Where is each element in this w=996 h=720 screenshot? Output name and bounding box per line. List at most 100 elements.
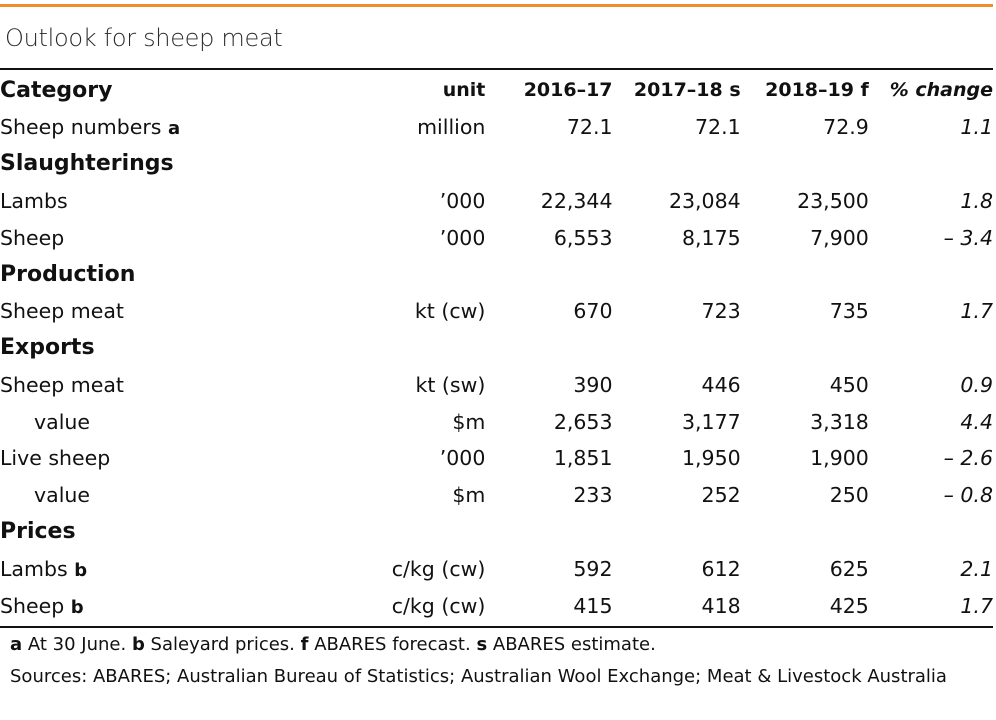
value-2017-18: 418: [701, 593, 741, 618]
outlook-table: Category unit 2016–17 2017–18 s 2018–19 …: [0, 72, 993, 624]
footnote-text: At 30 June.: [22, 634, 132, 655]
value-2016-17: 1,851: [553, 446, 613, 471]
table-row: Sheep numbers a million 72.1 72.1 72.9 1.1: [0, 109, 993, 146]
row-label-text: value: [34, 409, 90, 434]
row-label: Lambs: [0, 182, 363, 219]
unit-cell: $m: [452, 409, 486, 434]
value-2017-18: 612: [701, 556, 741, 581]
value-2017-18: [613, 146, 741, 183]
row-label: Live sheep: [0, 440, 363, 477]
footnote-key: b: [131, 634, 145, 655]
table-row: Live sheep ’000 1,851 1,950 1,900 – 2.6: [0, 440, 993, 477]
accent-bar: [0, 4, 993, 7]
section-label: Exports: [0, 330, 363, 367]
value-2018-19: [741, 514, 869, 551]
value-2016-17: 415: [573, 593, 613, 618]
value-2017-18: 23,084: [668, 188, 741, 213]
percent-change-cell: 4.4: [960, 409, 993, 434]
section-label: Prices: [0, 514, 363, 551]
value-2016-17: [485, 256, 612, 293]
percent-change-cell: [869, 330, 993, 367]
value-2016-17: 390: [573, 372, 613, 397]
unit-cell: ’000: [439, 188, 486, 213]
row-label: Sheep meat: [0, 293, 363, 330]
section-row: Prices: [0, 514, 993, 551]
header-2016-17: 2016–17: [523, 79, 613, 102]
value-2018-19: 450: [829, 372, 869, 397]
value-2017-18: 723: [701, 299, 741, 324]
row-label-text: Lambs: [0, 556, 68, 581]
row-label-text: Sheep: [0, 225, 65, 250]
unit-cell: [363, 330, 485, 367]
section-row: Exports: [0, 330, 993, 367]
row-label: Sheep b: [0, 587, 363, 624]
value-2016-17: 233: [573, 483, 613, 508]
footnote-marker: a: [167, 118, 181, 140]
section-label: Production: [0, 256, 363, 293]
row-label-text: Live sheep: [0, 446, 111, 471]
row-label: value: [0, 403, 363, 440]
value-2018-19: 425: [829, 593, 869, 618]
unit-cell: [363, 146, 485, 183]
value-2016-17: 6,553: [553, 225, 613, 250]
unit-cell: kt (sw): [415, 372, 486, 397]
unit-cell: ’000: [439, 446, 486, 471]
unit-cell: kt (cw): [414, 299, 486, 324]
value-2018-19: 250: [829, 483, 869, 508]
footnote-key: f: [300, 634, 309, 655]
row-label: Sheep meat: [0, 366, 363, 403]
row-label: value: [0, 477, 363, 514]
table-row: Lambs b c/kg (cw) 592 612 625 2.1: [0, 550, 993, 587]
bottom-rule: [0, 626, 993, 628]
table-row: value $m 2,653 3,177 3,318 4.4: [0, 403, 993, 440]
value-2016-17: [485, 514, 612, 551]
percent-change-cell: – 2.6: [943, 446, 993, 471]
table-row: Sheep meat kt (cw) 670 723 735 1.7: [0, 293, 993, 330]
unit-cell: $m: [452, 483, 486, 508]
footnote-marker: b: [70, 596, 84, 618]
unit-cell: c/kg (cw): [391, 593, 486, 618]
value-2018-19: 735: [829, 299, 869, 324]
table-row: Sheep ’000 6,553 8,175 7,900 – 3.4: [0, 219, 993, 256]
header-percent-change: % change: [889, 79, 993, 102]
unit-cell: ’000: [439, 225, 486, 250]
value-2016-17: 22,344: [540, 188, 613, 213]
table-body: Sheep numbers a million 72.1 72.1 72.9 1.1 Sla…: [0, 109, 993, 624]
value-2018-19: [741, 146, 869, 183]
table-row: value $m 233 252 250 – 0.8: [0, 477, 993, 514]
row-label-text: Sheep meat: [0, 372, 124, 397]
sources-note: Sources: ABARES; Australian Bureau of St…: [10, 666, 947, 687]
percent-change-cell: 1.1: [960, 115, 993, 140]
header-unit: unit: [442, 79, 486, 102]
unit-cell: [363, 256, 485, 293]
footnote-text: Saleyard prices.: [144, 634, 301, 655]
value-2017-18: [613, 514, 741, 551]
value-2017-18: [613, 330, 741, 367]
table-row: Lambs ’000 22,344 23,084 23,500 1.8: [0, 182, 993, 219]
section-row: Production: [0, 256, 993, 293]
row-label-text: Sheep meat: [0, 299, 124, 324]
percent-change-cell: – 3.4: [943, 225, 993, 250]
percent-change-cell: [869, 514, 993, 551]
value-2016-17: 670: [573, 299, 613, 324]
unit-cell: million: [417, 115, 486, 140]
percent-change-cell: 2.1: [960, 556, 993, 581]
row-label: Sheep numbers a: [0, 109, 363, 146]
footnote-text: ABARES estimate.: [487, 634, 656, 655]
table-row: Sheep b c/kg (cw) 415 418 425 1.7: [0, 587, 993, 624]
figure-title: Outlook for sheep meat: [5, 24, 283, 52]
row-label-text: Exports: [0, 335, 95, 361]
row-label: Sheep: [0, 219, 363, 256]
header-2017-18: 2017–18 s: [633, 79, 741, 102]
row-label-text: Sheep numbers: [0, 115, 162, 140]
value-2017-18: 446: [701, 372, 741, 397]
percent-change-cell: – 0.8: [943, 483, 993, 508]
percent-change-cell: 0.9: [960, 372, 993, 397]
value-2016-17: [485, 146, 612, 183]
percent-change-cell: 1.8: [960, 188, 993, 213]
value-2018-19: [741, 256, 869, 293]
footnote-marker: b: [74, 559, 88, 581]
footnote-legend: a At 30 June. b Saleyard prices. f ABARE…: [10, 629, 970, 661]
row-label-text: value: [34, 483, 90, 508]
